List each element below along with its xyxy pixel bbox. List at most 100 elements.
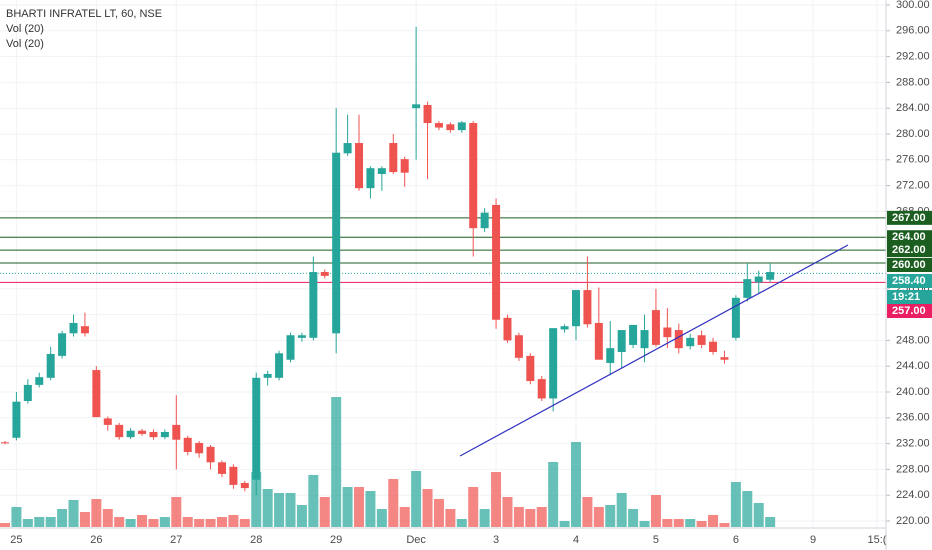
volume-bar xyxy=(468,487,479,527)
y-tick-label: 224.00 xyxy=(896,489,930,501)
volume-bar xyxy=(365,491,376,527)
candle-body xyxy=(629,324,638,345)
volume-bar xyxy=(559,521,570,527)
volume-bar xyxy=(708,515,719,527)
candle-body xyxy=(172,424,181,440)
candle-body xyxy=(469,123,478,229)
countdown-label: 19:21 xyxy=(892,291,920,303)
volume-bar xyxy=(91,499,102,527)
volume-bar xyxy=(765,517,776,527)
candle-body xyxy=(377,168,386,174)
y-tick-label: 292.00 xyxy=(896,51,930,63)
candle-body xyxy=(389,143,398,173)
candle-body xyxy=(229,466,238,485)
candle-body xyxy=(674,330,683,349)
volume-bar xyxy=(159,517,170,527)
volume-bar xyxy=(331,397,342,527)
volume-bar xyxy=(34,517,45,527)
chart-title: BHARTI INFRATEL LT, 60, NSE xyxy=(6,8,162,20)
volume-bar xyxy=(57,509,68,527)
volume-bar xyxy=(274,493,285,527)
y-tick-label: 244.00 xyxy=(896,360,930,372)
level-label-bg xyxy=(887,210,932,225)
level-label-bg xyxy=(887,258,932,272)
candle-body xyxy=(514,335,523,358)
candle-body xyxy=(731,297,740,338)
volume-bar xyxy=(593,507,604,527)
volume-bar xyxy=(342,487,353,527)
volume-bar xyxy=(582,497,593,527)
volume-bar xyxy=(22,519,33,527)
volume-bar xyxy=(548,462,559,527)
candle-body xyxy=(355,143,364,189)
volume-bar xyxy=(308,475,319,527)
y-tick-label: 240.00 xyxy=(896,386,930,398)
volume-bar xyxy=(45,517,56,527)
candle-body xyxy=(537,379,546,399)
volume-bar xyxy=(650,495,661,527)
candle-body xyxy=(115,424,124,438)
volume-bar xyxy=(125,519,136,527)
volume-bar xyxy=(696,521,707,527)
x-tick-label: 27 xyxy=(170,534,182,546)
volume-bar xyxy=(525,509,536,527)
candle-body xyxy=(46,353,55,378)
last-price-label: 258.40 xyxy=(892,275,926,287)
volume-bar xyxy=(376,509,387,527)
y-tick-label: 232.00 xyxy=(896,438,930,450)
volume-bar xyxy=(137,515,148,527)
candle-body xyxy=(743,279,752,298)
x-tick-label: 5 xyxy=(653,534,659,546)
volume-bar xyxy=(536,507,547,527)
candle-body xyxy=(457,122,466,131)
volume-bar xyxy=(662,519,673,527)
volume-bar xyxy=(685,519,696,527)
candle-body xyxy=(286,335,295,360)
volume-bar xyxy=(148,519,159,527)
y-tick-label: 228.00 xyxy=(896,463,930,475)
candle-body xyxy=(423,104,432,124)
volume-bar xyxy=(194,519,205,527)
volume-bar xyxy=(719,523,730,527)
y-tick-label: 276.00 xyxy=(896,154,930,166)
candle-body xyxy=(594,322,603,360)
volume-bar xyxy=(639,521,650,527)
x-tick-label: 3 xyxy=(493,534,499,546)
volume-bar xyxy=(216,517,227,527)
volume-bar xyxy=(399,507,410,527)
x-tick-label: 4 xyxy=(573,534,579,546)
candle-body xyxy=(126,430,135,438)
x-tick-label: 29 xyxy=(330,534,342,546)
candle-body xyxy=(320,272,329,276)
candle-body xyxy=(92,370,101,418)
candle-body xyxy=(583,290,592,325)
volume-bar xyxy=(491,472,502,527)
level-label-bg xyxy=(887,243,932,258)
trend-line[interactable] xyxy=(459,244,849,457)
level-label: 260.00 xyxy=(892,259,926,271)
level-label: 262.00 xyxy=(892,244,926,256)
alert-label-bg xyxy=(887,304,932,318)
candle-body xyxy=(400,159,409,173)
volume-bar xyxy=(433,499,444,527)
volume-bar xyxy=(205,519,216,527)
volume-bar xyxy=(114,517,125,527)
candle-body xyxy=(697,335,706,345)
level-label: 264.00 xyxy=(892,231,926,243)
x-tick-label: 25 xyxy=(10,534,22,546)
candle-body xyxy=(69,322,78,334)
indicator-label: Vol (20) xyxy=(6,23,44,35)
candle-body xyxy=(58,333,67,356)
volume-bar xyxy=(616,493,627,527)
candle-body xyxy=(206,446,215,463)
candle-body xyxy=(80,326,89,334)
volume-bar xyxy=(730,482,741,527)
volume-bar xyxy=(319,497,330,527)
volume-bar xyxy=(742,491,753,527)
candle-body xyxy=(617,330,626,353)
volume-bar xyxy=(422,489,433,527)
y-tick-label: 296.00 xyxy=(896,25,930,37)
candle-body xyxy=(572,290,580,327)
volume-bar xyxy=(456,519,467,527)
